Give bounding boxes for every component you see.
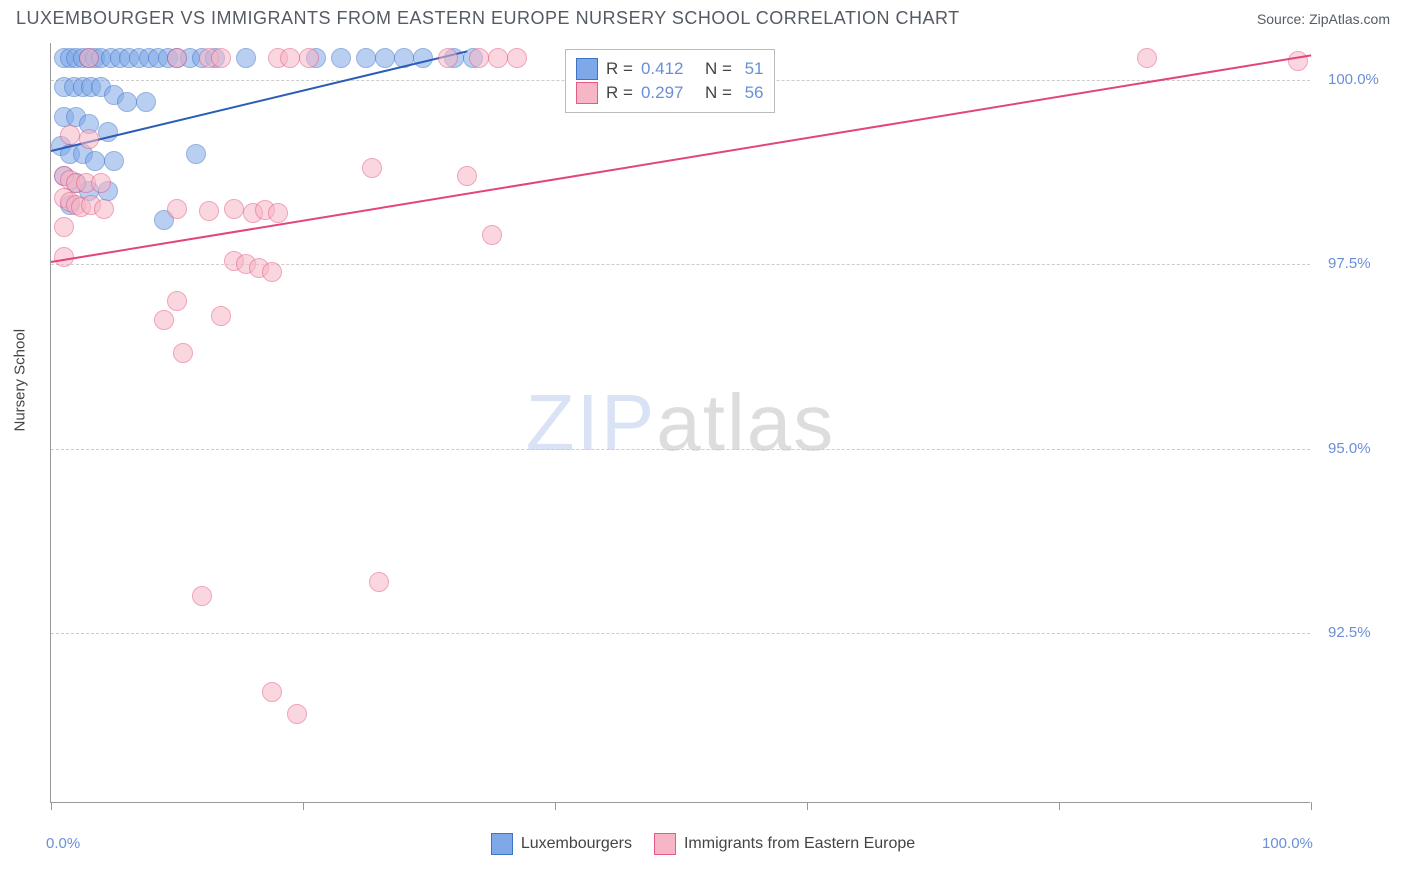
data-point-immigrants (211, 48, 231, 68)
y-tick-label: 92.5% (1328, 624, 1371, 641)
source-label: Source: ZipAtlas.com (1257, 11, 1390, 27)
y-tick-label: 100.0% (1328, 71, 1379, 88)
legend-row-luxembourgers: R = 0.412 N = 51 (576, 58, 764, 80)
legend-n-label: N = (705, 59, 732, 79)
x-tick (51, 802, 52, 810)
data-point-luxembourgers (117, 92, 137, 112)
data-point-immigrants (1137, 48, 1157, 68)
legend-swatch (576, 82, 598, 104)
legend-r-value: 0.412 (641, 59, 697, 79)
y-tick-label: 97.5% (1328, 255, 1371, 272)
watermark: ZIPatlas (526, 377, 835, 469)
data-point-immigrants (299, 48, 319, 68)
data-point-luxembourgers (136, 92, 156, 112)
data-point-luxembourgers (85, 151, 105, 171)
data-point-luxembourgers (375, 48, 395, 68)
gridline (51, 449, 1310, 450)
data-point-immigrants (482, 225, 502, 245)
source-link[interactable]: ZipAtlas.com (1309, 11, 1390, 27)
x-tick (807, 802, 808, 810)
legend-swatch (654, 833, 676, 855)
legend-r-label: R = (606, 59, 633, 79)
plot-area: ZIPatlas (50, 43, 1310, 803)
data-point-immigrants (60, 125, 80, 145)
data-point-immigrants (438, 48, 458, 68)
watermark-zip: ZIP (526, 378, 656, 467)
data-point-immigrants (369, 572, 389, 592)
data-point-luxembourgers (413, 48, 433, 68)
data-point-luxembourgers (331, 48, 351, 68)
data-point-immigrants (79, 48, 99, 68)
data-point-immigrants (262, 682, 282, 702)
y-tick-label: 95.0% (1328, 440, 1371, 457)
legend-n-value: 56 (740, 83, 764, 103)
data-point-immigrants (173, 343, 193, 363)
data-point-immigrants (167, 291, 187, 311)
x-tick (303, 802, 304, 810)
data-point-immigrants (154, 310, 174, 330)
x-tick (1059, 802, 1060, 810)
data-point-immigrants (94, 199, 114, 219)
source-prefix: Source: (1257, 11, 1309, 27)
x-tick (1311, 802, 1312, 810)
data-point-immigrants (167, 199, 187, 219)
legend-item: Luxembourgers (491, 833, 632, 855)
chart-header: LUXEMBOURGER VS IMMIGRANTS FROM EASTERN … (0, 0, 1406, 33)
data-point-immigrants (199, 201, 219, 221)
correlation-legend: R = 0.412 N = 51 R = 0.297 N = 56 (565, 49, 775, 113)
data-point-immigrants (469, 48, 489, 68)
legend-item: Immigrants from Eastern Europe (654, 833, 915, 855)
legend-label: Luxembourgers (521, 835, 632, 853)
data-point-immigrants (488, 48, 508, 68)
data-point-immigrants (167, 48, 187, 68)
chart-container: Nursery School ZIPatlas 92.5% 95.0% 97.5% 1… (0, 33, 1406, 863)
data-point-immigrants (211, 306, 231, 326)
data-point-immigrants (79, 129, 99, 149)
legend-r-value: 0.297 (641, 83, 697, 103)
watermark-atlas: atlas (656, 378, 835, 467)
data-point-immigrants (224, 199, 244, 219)
gridline (51, 633, 1310, 634)
data-point-immigrants (280, 48, 300, 68)
legend-swatch (491, 833, 513, 855)
chart-title: LUXEMBOURGER VS IMMIGRANTS FROM EASTERN … (16, 8, 960, 29)
data-point-immigrants (54, 217, 74, 237)
legend-r-label: R = (606, 83, 633, 103)
data-point-immigrants (268, 203, 288, 223)
data-point-luxembourgers (104, 151, 124, 171)
data-point-luxembourgers (186, 144, 206, 164)
data-point-immigrants (262, 262, 282, 282)
data-point-luxembourgers (356, 48, 376, 68)
legend-swatch (576, 58, 598, 80)
x-tick (555, 802, 556, 810)
series-legend: Luxembourgers Immigrants from Eastern Eur… (0, 833, 1406, 855)
data-point-luxembourgers (236, 48, 256, 68)
y-axis-label: Nursery School (12, 329, 29, 432)
legend-row-immigrants: R = 0.297 N = 56 (576, 82, 764, 104)
data-point-immigrants (91, 173, 111, 193)
data-point-immigrants (287, 704, 307, 724)
data-point-immigrants (192, 586, 212, 606)
legend-n-value: 51 (740, 59, 764, 79)
data-point-immigrants (457, 166, 477, 186)
data-point-immigrants (362, 158, 382, 178)
legend-label: Immigrants from Eastern Europe (684, 835, 915, 853)
data-point-immigrants (507, 48, 527, 68)
legend-n-label: N = (705, 83, 732, 103)
